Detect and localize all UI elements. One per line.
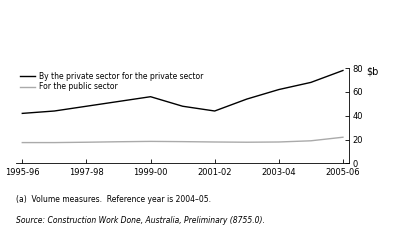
Legend: By the private sector for the private sector, For the public sector: By the private sector for the private se… xyxy=(20,72,203,91)
Y-axis label: $b: $b xyxy=(366,66,379,76)
Text: (a)  Volume measures.  Reference year is 2004–05.: (a) Volume measures. Reference year is 2… xyxy=(16,195,211,204)
Text: Source: Construction Work Done, Australia, Preliminary (8755.0).: Source: Construction Work Done, Australi… xyxy=(16,216,265,225)
